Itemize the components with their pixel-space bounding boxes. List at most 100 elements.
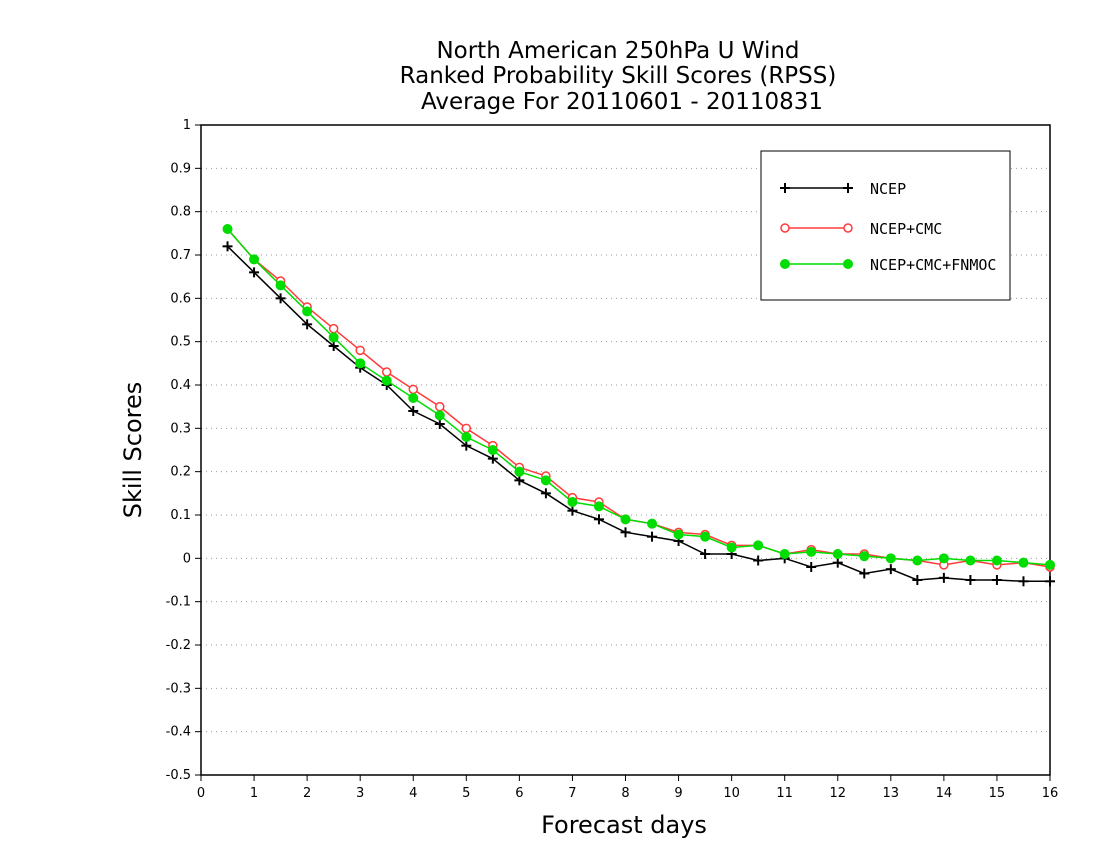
data-point: [514, 475, 525, 486]
data-point: [806, 546, 817, 557]
data-point: [885, 553, 896, 564]
data-point: [620, 527, 631, 538]
data-point: [249, 267, 260, 278]
x-tick-label: 11: [776, 786, 793, 801]
data-point: [434, 419, 445, 429]
y-tick-label: 0.9: [170, 161, 191, 176]
legend-marker: [780, 259, 790, 269]
data-point: [328, 323, 339, 334]
data-point: [647, 531, 658, 542]
legend-marker: [843, 223, 853, 233]
series-3: [222, 224, 1055, 570]
data-point: [487, 445, 498, 455]
data-point: [514, 466, 525, 477]
series-line: [227, 245, 1050, 583]
data-point: [938, 553, 949, 564]
data-point: [753, 555, 764, 566]
y-tick-label: -0.2: [166, 638, 191, 653]
y-tick-label: 0.3: [170, 421, 191, 436]
x-tick-label: 2: [303, 786, 311, 801]
chart-title: North American 250hPa U Wind Ranked Prob…: [400, 38, 837, 115]
data-point: [408, 393, 419, 403]
legend-marker: [843, 259, 853, 269]
legend-marker: [843, 183, 853, 193]
data-point: [249, 254, 260, 265]
data-point: [832, 557, 843, 568]
data-point: [700, 549, 711, 559]
legend-label: NCEP+CMC+FNMOC: [870, 256, 996, 274]
x-tick-label: 1: [250, 786, 258, 801]
y-tick-label: 0.5: [170, 335, 191, 350]
y-axis-title: Skill Scores: [119, 382, 147, 519]
x-tick-label: 8: [621, 786, 629, 801]
data-point: [408, 406, 419, 416]
x-tick-label: 16: [1042, 786, 1059, 801]
x-tick-label: 15: [989, 786, 1006, 801]
data-point: [938, 572, 949, 583]
data-point: [991, 575, 1002, 585]
data-point: [859, 568, 870, 579]
data-point: [1045, 559, 1055, 570]
data-point: [461, 440, 472, 451]
legend-label: NCEP+CMC: [870, 220, 942, 238]
data-point: [435, 401, 445, 412]
y-tick-label: 0.2: [170, 465, 191, 480]
legend-marker: [780, 223, 790, 233]
data-point: [832, 549, 843, 559]
data-point: [302, 306, 313, 317]
data-point: [328, 332, 339, 343]
data-point: [620, 514, 631, 525]
data-point: [753, 540, 764, 551]
y-tick-label: -0.5: [166, 768, 191, 783]
data-point: [726, 542, 737, 553]
title-line-2: Ranked Probability Skill Scores (RPSS): [400, 63, 837, 89]
data-point: [593, 501, 604, 512]
plot-frame: [200, 124, 1051, 776]
data-point: [593, 514, 604, 525]
data-point: [381, 367, 392, 377]
data-point: [302, 319, 313, 330]
data-point: [885, 564, 896, 575]
y-tick-label: -0.1: [166, 595, 191, 610]
data-point: [355, 358, 366, 369]
x-tick-label: 12: [829, 786, 846, 801]
x-tick-label: 7: [568, 786, 576, 801]
data-point: [673, 529, 684, 540]
y-tick-label: 0.8: [170, 205, 191, 220]
y-tick-label: -0.3: [166, 681, 191, 696]
data-point: [434, 410, 445, 421]
data-point: [991, 555, 1002, 566]
data-point: [461, 423, 472, 434]
data-point: [1045, 576, 1055, 587]
data-point: [222, 241, 233, 252]
data-point: [275, 280, 286, 291]
x-tick-label: 14: [936, 786, 953, 801]
data-point: [275, 293, 286, 304]
data-point: [408, 384, 418, 395]
x-tick-label: 10: [723, 786, 740, 801]
data-point: [487, 453, 498, 464]
data-point: [779, 549, 790, 559]
data-point: [540, 475, 551, 486]
data-point: [567, 497, 578, 507]
data-point: [912, 555, 923, 566]
y-tick-label: -0.4: [166, 725, 191, 740]
y-tick-label: 0: [183, 551, 191, 566]
data-point: [859, 551, 870, 562]
data-point: [355, 345, 365, 356]
data-point: [461, 432, 472, 442]
legend: NCEP NCEP+CMC NCEP+CMC+FNMOC: [760, 150, 1011, 301]
x-tick-label: 3: [356, 786, 364, 801]
data-point: [567, 505, 578, 516]
x-tick-label: 0: [197, 786, 205, 801]
x-tick-label: 9: [674, 786, 682, 801]
data-point: [328, 341, 339, 351]
y-tick-label: 0.7: [170, 248, 191, 263]
data-point: [1018, 576, 1029, 587]
title-line-1: North American 250hPa U Wind: [436, 38, 799, 64]
x-tick-label: 13: [883, 786, 900, 801]
legend-marker: [780, 183, 790, 193]
data-point: [540, 488, 551, 499]
data-point: [381, 375, 392, 386]
